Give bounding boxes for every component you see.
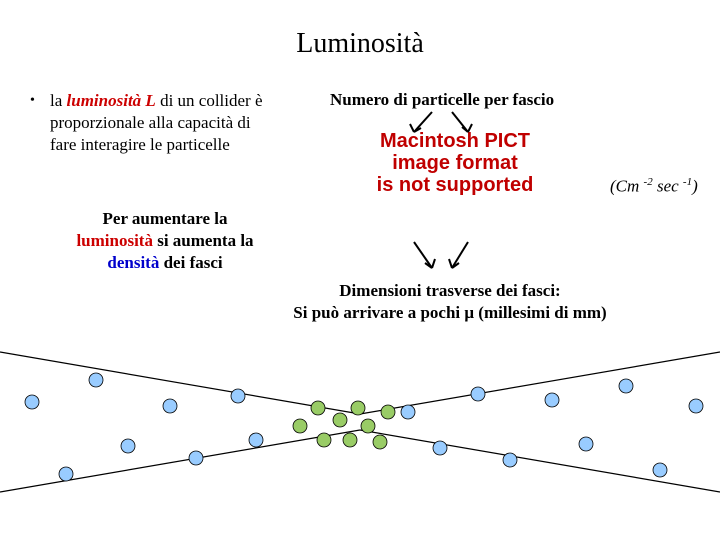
unit-exp1: -2 bbox=[644, 176, 653, 188]
pict-placeholder: Macintosh PICT image format is not suppo… bbox=[350, 130, 560, 196]
bullet-definition: • la luminosità L di un collider è propo… bbox=[30, 90, 280, 156]
particles-per-beam-label: Numero di particelle per fascio bbox=[330, 90, 554, 110]
bullet-dot: • bbox=[30, 92, 35, 110]
unit-exp2: -1 bbox=[683, 176, 692, 188]
aum-mid: si aumenta la bbox=[153, 231, 254, 250]
unit-mid: sec bbox=[653, 177, 683, 196]
beam-diagram bbox=[0, 340, 720, 520]
footer-mu: μ bbox=[464, 303, 474, 322]
page-title: Luminosità bbox=[0, 28, 720, 60]
pict-l3: is not supported bbox=[377, 174, 534, 196]
unit-close: ) bbox=[692, 177, 698, 196]
pict-l2: image format bbox=[392, 152, 518, 174]
unit-label: (Cm -2 sec -1) bbox=[610, 176, 698, 197]
aum-line1: Per aumentare la bbox=[103, 209, 228, 228]
increase-note: Per aumentare la luminosità si aumenta l… bbox=[50, 208, 280, 274]
footer-l2b: (millesimi di mm) bbox=[474, 303, 607, 322]
footer-l2a: Si può arrivare a pochi bbox=[293, 303, 464, 322]
aum-luminosita: luminosità bbox=[76, 231, 153, 250]
aum-densita: densità bbox=[107, 253, 159, 272]
bullet-term: luminosità L bbox=[67, 91, 156, 110]
transverse-dim-label: Dimensioni trasverse dei fasci: Si può a… bbox=[270, 280, 630, 324]
aum-tail: dei fasci bbox=[159, 253, 222, 272]
bullet-prefix: la bbox=[50, 91, 67, 110]
footer-l1: Dimensioni trasverse dei fasci: bbox=[339, 281, 560, 300]
bullet-text: la luminosità L di un collider è proporz… bbox=[50, 90, 280, 156]
unit-open: (Cm bbox=[610, 177, 644, 196]
pict-l1: Macintosh PICT bbox=[380, 130, 530, 152]
